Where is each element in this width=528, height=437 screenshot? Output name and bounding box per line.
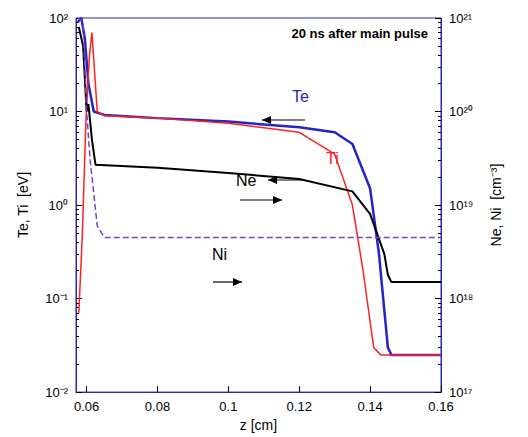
svg-text:10¹: 10¹ [49, 104, 68, 119]
svg-text:0.06: 0.06 [74, 399, 99, 414]
svg-text:20 ns after main pulse: 20 ns after main pulse [291, 26, 428, 41]
svg-text:10⁻¹: 10⁻¹ [45, 291, 68, 306]
svg-text:10²¹: 10²¹ [449, 11, 473, 26]
svg-text:Ni: Ni [212, 246, 227, 263]
svg-text:0.12: 0.12 [287, 399, 312, 414]
svg-text:Ne, Ni [cm⁻³]: Ne, Ni [cm⁻³] [488, 164, 504, 247]
svg-text:Ne: Ne [236, 171, 257, 189]
svg-text:10¹⁷: 10¹⁷ [449, 385, 473, 400]
svg-text:0.16: 0.16 [428, 399, 453, 414]
svg-text:0.08: 0.08 [145, 399, 170, 414]
svg-text:Ti: Ti [326, 149, 339, 167]
svg-text:Te: Te [292, 88, 309, 105]
svg-text:0.1: 0.1 [219, 399, 237, 414]
svg-text:10⁻²: 10⁻² [45, 385, 68, 400]
svg-text:Te, Ti [eV]: Te, Ti [eV] [15, 172, 31, 238]
svg-text:10¹⁹: 10¹⁹ [449, 198, 473, 213]
svg-text:10²: 10² [49, 11, 68, 26]
svg-text:z [cm]: z [cm] [240, 417, 277, 433]
svg-text:0.14: 0.14 [357, 399, 382, 414]
svg-text:10⁰: 10⁰ [49, 198, 68, 213]
svg-text:10¹⁸: 10¹⁸ [449, 291, 473, 306]
svg-text:10²⁰: 10²⁰ [449, 104, 473, 119]
